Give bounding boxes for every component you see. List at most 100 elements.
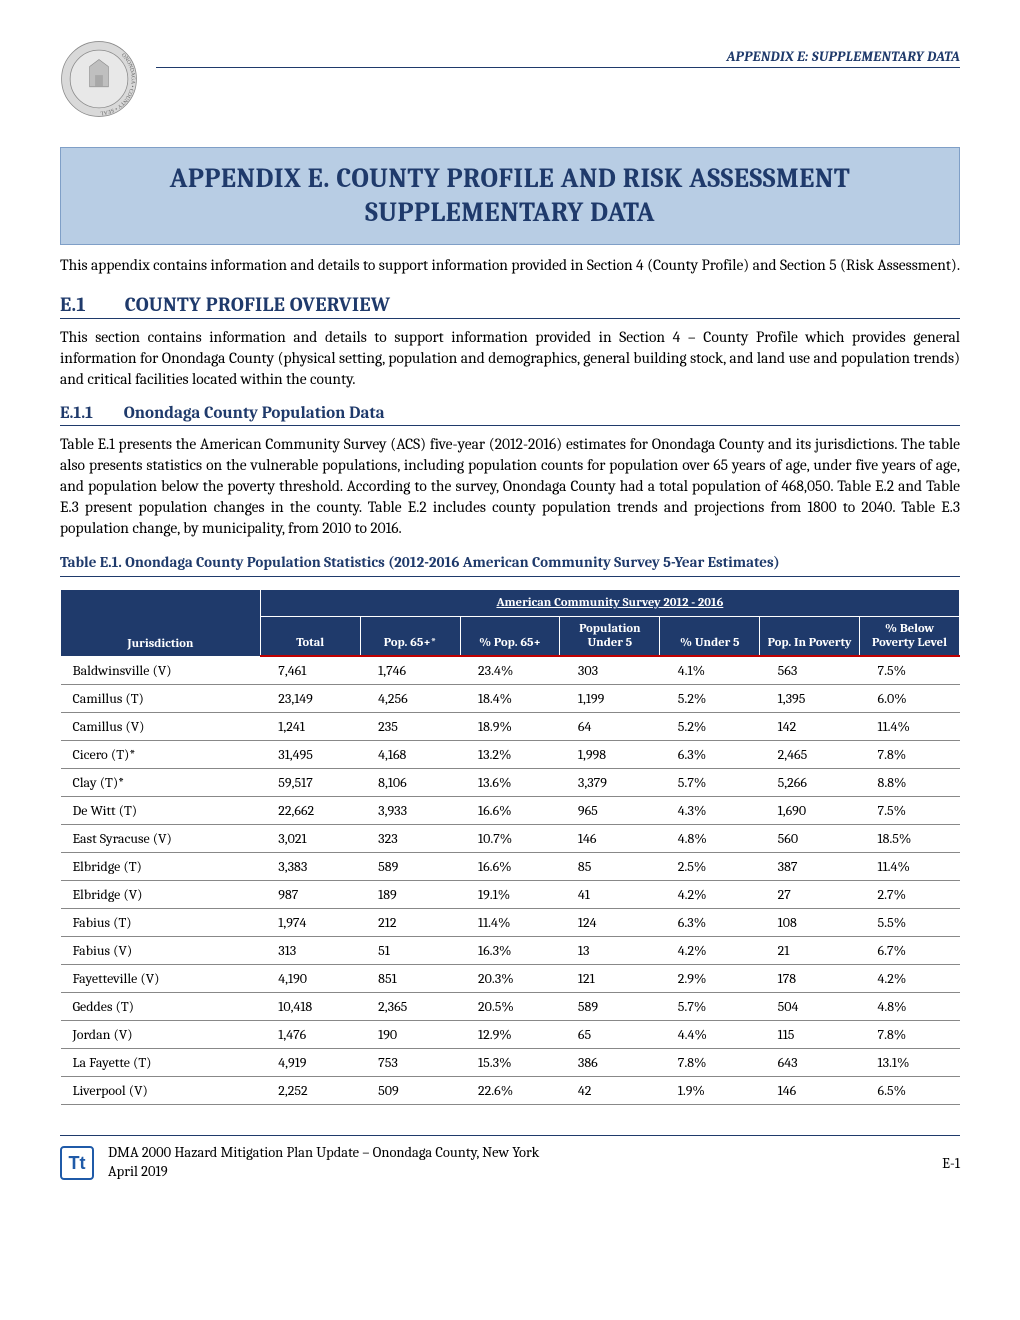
cell-pct65: 16.6% xyxy=(460,797,560,825)
col-pctPov: % Below Poverty Level xyxy=(860,617,960,657)
cell-popPov: 146 xyxy=(760,1077,860,1105)
cell-jurisdiction: La Fayette (T) xyxy=(61,1049,261,1077)
col-popPov: Pop. In Poverty xyxy=(760,617,860,657)
footer-date: April 2019 xyxy=(108,1163,168,1180)
cell-pctPov: 4.2% xyxy=(860,965,960,993)
table-row: Elbridge (T)3,38358916.6%852.5%38711.4% xyxy=(61,853,960,881)
page: ONONDAGA • COUNTY • SEAL APPENDIX E: SUP… xyxy=(0,0,1020,1212)
cell-total: 3,021 xyxy=(260,825,360,853)
cell-popPov: 387 xyxy=(760,853,860,881)
cell-pctPov: 18.5% xyxy=(860,825,960,853)
cell-jurisdiction: Jordan (V) xyxy=(61,1021,261,1049)
col-pct65: % Pop. 65+ xyxy=(460,617,560,657)
cell-pctU5: 4.1% xyxy=(660,656,760,685)
heading-e1: E.1 COUNTY PROFILE OVERVIEW xyxy=(60,293,960,319)
cell-pct65: 13.2% xyxy=(460,741,560,769)
cell-pct65: 13.6% xyxy=(460,769,560,797)
cell-pctU5: 5.7% xyxy=(660,993,760,1021)
cell-popPov: 560 xyxy=(760,825,860,853)
cell-pop65: 509 xyxy=(360,1077,460,1105)
cell-popU5: 65 xyxy=(560,1021,660,1049)
cell-pct65: 12.9% xyxy=(460,1021,560,1049)
cell-pop65: 4,168 xyxy=(360,741,460,769)
cell-popPov: 2,465 xyxy=(760,741,860,769)
cell-pctU5: 5.2% xyxy=(660,685,760,713)
running-head: APPENDIX E: SUPPLEMENTARY DATA xyxy=(156,48,960,67)
cell-pctPov: 6.7% xyxy=(860,937,960,965)
cell-pctPov: 7.5% xyxy=(860,656,960,685)
header-rule xyxy=(156,67,960,68)
footer-page-number: E-1 xyxy=(942,1155,960,1172)
cell-total: 22,662 xyxy=(260,797,360,825)
cell-total: 10,418 xyxy=(260,993,360,1021)
cell-pctU5: 4.3% xyxy=(660,797,760,825)
cell-pop65: 51 xyxy=(360,937,460,965)
cell-popU5: 146 xyxy=(560,825,660,853)
col-pop65: Pop. 65+* xyxy=(360,617,460,657)
cell-pctPov: 5.5% xyxy=(860,909,960,937)
cell-pctU5: 4.8% xyxy=(660,825,760,853)
table-row: De Witt (T)22,6623,93316.6%9654.3%1,6907… xyxy=(61,797,960,825)
cell-pct65: 23.4% xyxy=(460,656,560,685)
cell-total: 3,383 xyxy=(260,853,360,881)
cell-pct65: 22.6% xyxy=(460,1077,560,1105)
page-header: ONONDAGA • COUNTY • SEAL APPENDIX E: SUP… xyxy=(60,40,960,122)
cell-pct65: 15.3% xyxy=(460,1049,560,1077)
appendix-title-block: APPENDIX E. COUNTY PROFILE AND RISK ASSE… xyxy=(60,147,960,245)
header-content: APPENDIX E: SUPPLEMENTARY DATA xyxy=(156,40,960,70)
table-row: La Fayette (T)4,91975315.3%3867.8%64313.… xyxy=(61,1049,960,1077)
cell-pctU5: 1.9% xyxy=(660,1077,760,1105)
cell-pct65: 20.3% xyxy=(460,965,560,993)
survey-header: American Community Survey 2012 - 2016 xyxy=(260,590,959,617)
heading-e1-title: COUNTY PROFILE OVERVIEW xyxy=(125,293,391,316)
heading-e1-number: E.1 xyxy=(60,293,120,316)
table-e1-caption: Table E.1. Onondaga County Population St… xyxy=(60,553,960,578)
cell-popU5: 64 xyxy=(560,713,660,741)
cell-total: 23,149 xyxy=(260,685,360,713)
table-row: Cicero (T)*31,4954,16813.2%1,9986.3%2,46… xyxy=(61,741,960,769)
table-row: Fayetteville (V)4,19085120.3%1212.9%1784… xyxy=(61,965,960,993)
cell-jurisdiction: Baldwinsville (V) xyxy=(61,656,261,685)
cell-pct65: 16.3% xyxy=(460,937,560,965)
cell-popPov: 115 xyxy=(760,1021,860,1049)
cell-popPov: 5,266 xyxy=(760,769,860,797)
heading-e11: E.1.1 Onondaga County Population Data xyxy=(60,404,960,426)
cell-jurisdiction: Cicero (T)* xyxy=(61,741,261,769)
e1-paragraph: This section contains information and de… xyxy=(60,327,960,390)
title-line-2: SUPPLEMENTARY DATA xyxy=(365,197,655,228)
cell-pop65: 1,746 xyxy=(360,656,460,685)
cell-pctU5: 2.5% xyxy=(660,853,760,881)
footer-doc-title: DMA 2000 Hazard Mitigation Plan Update –… xyxy=(108,1144,539,1161)
cell-pop65: 851 xyxy=(360,965,460,993)
cell-popPov: 27 xyxy=(760,881,860,909)
page-footer: Tt DMA 2000 Hazard Mitigation Plan Updat… xyxy=(60,1135,960,1182)
cell-jurisdiction: East Syracuse (V) xyxy=(61,825,261,853)
cell-pop65: 8,106 xyxy=(360,769,460,797)
table-row: East Syracuse (V)3,02132310.7%1464.8%560… xyxy=(61,825,960,853)
cell-pctU5: 5.7% xyxy=(660,769,760,797)
cell-jurisdiction: Camillus (T) xyxy=(61,685,261,713)
cell-pctPov: 11.4% xyxy=(860,853,960,881)
tt-logo-icon: Tt xyxy=(60,1146,94,1180)
cell-popPov: 1,395 xyxy=(760,685,860,713)
county-seal-icon: ONONDAGA • COUNTY • SEAL xyxy=(60,40,138,122)
cell-pctPov: 13.1% xyxy=(860,1049,960,1077)
cell-pct65: 16.6% xyxy=(460,853,560,881)
table-e1: Jurisdiction American Community Survey 2… xyxy=(60,589,960,1105)
cell-pop65: 189 xyxy=(360,881,460,909)
cell-pct65: 10.7% xyxy=(460,825,560,853)
cell-jurisdiction: Fabius (V) xyxy=(61,937,261,965)
table-row: Jordan (V)1,47619012.9%654.4%1157.8% xyxy=(61,1021,960,1049)
cell-pctU5: 4.2% xyxy=(660,937,760,965)
heading-e11-number: E.1.1 xyxy=(60,404,120,423)
cell-total: 1,476 xyxy=(260,1021,360,1049)
cell-pctPov: 7.5% xyxy=(860,797,960,825)
cell-pctPov: 2.7% xyxy=(860,881,960,909)
cell-pctU5: 6.3% xyxy=(660,741,760,769)
table-row: Clay (T)*59,5178,10613.6%3,3795.7%5,2668… xyxy=(61,769,960,797)
appendix-title: APPENDIX E. COUNTY PROFILE AND RISK ASSE… xyxy=(81,162,939,230)
cell-popU5: 41 xyxy=(560,881,660,909)
col-total: Total xyxy=(260,617,360,657)
cell-pop65: 3,933 xyxy=(360,797,460,825)
cell-jurisdiction: Fayetteville (V) xyxy=(61,965,261,993)
